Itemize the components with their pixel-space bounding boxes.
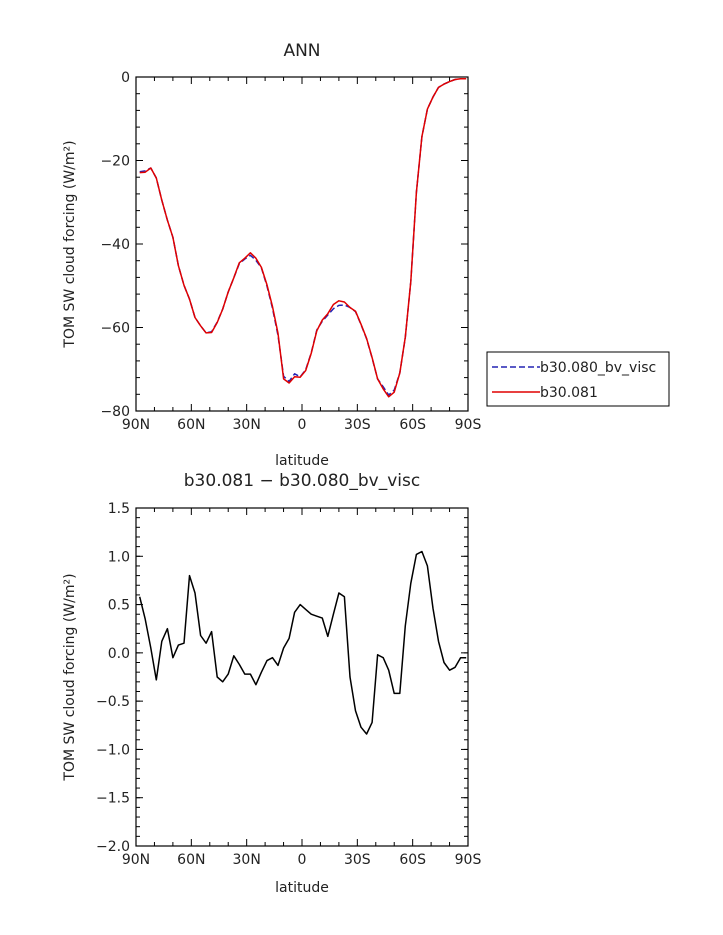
top-y-tick-label: −40	[100, 237, 130, 253]
top-y-tick-label: −20	[100, 154, 130, 170]
bottom-y-tick-label: 1.0	[108, 549, 130, 565]
bottom-x-tick-label: 60S	[399, 852, 426, 868]
bottom-x-axis-label: latitude	[275, 880, 329, 896]
top-chart-title: ANN	[283, 41, 320, 61]
bottom-x-tick-label: 90S	[455, 852, 482, 868]
bottom-plot-frame	[135, 507, 469, 847]
top-y-tick-label: 0	[121, 70, 130, 86]
bottom-y-tick-label: −1.5	[96, 791, 130, 807]
top-x-axis-label: latitude	[275, 453, 329, 469]
legend-label-b30-080-bv-visc: b30.080_bv_visc	[540, 360, 656, 376]
top-x-tick-label: 60N	[177, 417, 205, 433]
bottom-y-tick-label: 1.5	[108, 501, 130, 517]
legend: b30.080_bv_visc b30.081	[486, 351, 670, 407]
top-x-tick-label: 0	[298, 417, 307, 433]
bottom-x-tick-label: 90N	[122, 852, 150, 868]
bottom-y-axis-label: TOM SW cloud forcing (W/m²)	[62, 573, 78, 781]
top-axes: 90N 60N 30N 0 30S 60S 90S 0 −20 −40 −60 −80	[100, 70, 481, 433]
bottom-series-line-0	[138, 550, 467, 735]
top-x-tick-label: 90N	[122, 417, 150, 433]
top-series-group	[139, 77, 467, 398]
bottom-y-tick-label: 0.0	[108, 646, 130, 662]
top-plot-frame	[135, 76, 469, 412]
top-x-tick-label: 30N	[233, 417, 261, 433]
top-series-line-b30-081	[139, 77, 467, 398]
bottom-series-group	[138, 550, 467, 735]
bottom-x-tick-label: 30S	[344, 852, 371, 868]
bottom-y-tick-label: −0.5	[96, 694, 130, 710]
top-x-tick-label: 60S	[399, 417, 426, 433]
bottom-y-tick-label: 0.5	[108, 598, 130, 614]
top-x-tick-label: 90S	[455, 417, 482, 433]
bottom-x-tick-label: 30N	[233, 852, 261, 868]
top-x-tick-label: 30S	[344, 417, 371, 433]
bottom-chart-title: b30.081 − b30.080_bv_visc	[184, 471, 420, 491]
bottom-axes: 90N 60N 30N 0 30S 60S 90S 1.5 1.0 0.5 0.0 −0.5 −1.0 −…	[96, 501, 481, 868]
bottom-y-tick-label: −2.0	[96, 839, 130, 855]
top-series-line-b30-080-bv-visc	[139, 77, 467, 396]
top-y-axis-label: TOM SW cloud forcing (W/m²)	[62, 140, 78, 348]
legend-box	[486, 351, 670, 407]
legend-label-b30-081: b30.081	[540, 385, 598, 401]
bottom-x-tick-label: 60N	[177, 852, 205, 868]
top-y-tick-label: −80	[100, 404, 130, 420]
bottom-y-tick-label: −1.0	[96, 742, 130, 758]
bottom-x-tick-label: 0	[298, 852, 307, 868]
top-y-tick-label: −60	[100, 321, 130, 337]
